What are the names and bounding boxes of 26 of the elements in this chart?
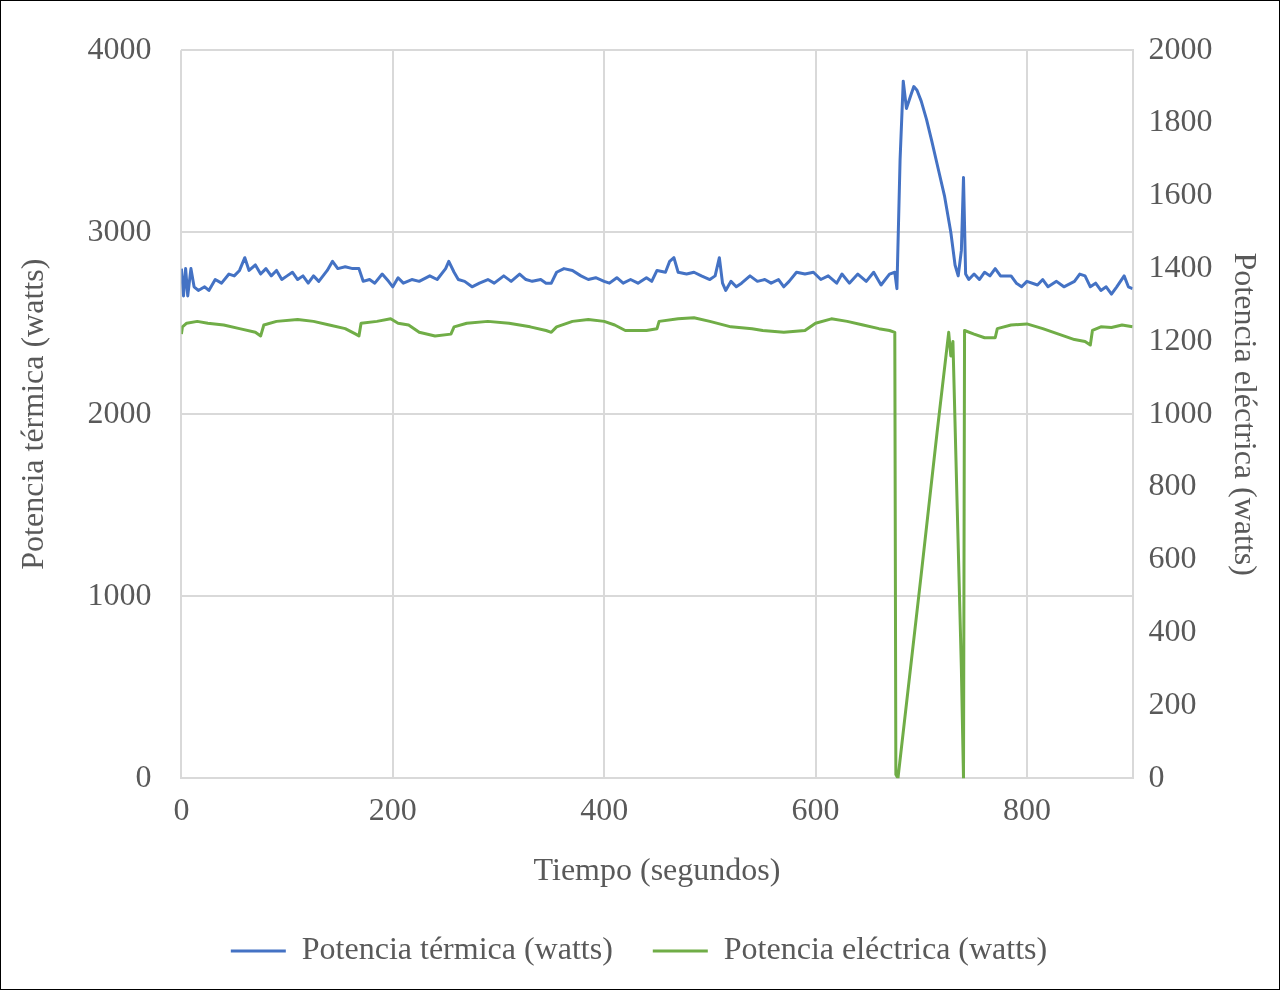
y2-tick-label: 1200 bbox=[1148, 320, 1213, 357]
y2-tick-label: 200 bbox=[1148, 684, 1197, 721]
y2-tick-label: 1600 bbox=[1148, 175, 1213, 212]
y2-tick-label: 800 bbox=[1148, 466, 1197, 503]
x-tick-label: 600 bbox=[791, 790, 840, 827]
x-tick-label: 400 bbox=[580, 790, 629, 827]
x-tick-label: 200 bbox=[368, 790, 417, 827]
legend-label: Potencia eléctrica (watts) bbox=[723, 930, 1048, 967]
y-tick-label: 0 bbox=[135, 757, 152, 794]
y2-tick-label: 600 bbox=[1148, 539, 1197, 576]
y2-tick-label: 1400 bbox=[1148, 248, 1213, 285]
y-tick-label: 2000 bbox=[87, 393, 152, 430]
y2-axis-title: Potencia eléctrica (watts) bbox=[1228, 252, 1265, 576]
y2-tick-label: 1000 bbox=[1148, 393, 1213, 430]
x-tick-label: 800 bbox=[1002, 790, 1051, 827]
y2-tick-label: 400 bbox=[1148, 612, 1197, 649]
x-axis-title: Tiempo (segundos) bbox=[533, 851, 781, 888]
y2-tick-label: 1800 bbox=[1148, 102, 1213, 139]
y2-tick-label: 2000 bbox=[1148, 29, 1213, 66]
legend-label: Potencia térmica (watts) bbox=[301, 930, 613, 967]
x-tick-label: 0 bbox=[173, 790, 190, 827]
y2-tick-label: 0 bbox=[1148, 757, 1165, 794]
y-tick-label: 3000 bbox=[87, 211, 152, 248]
y-axis-title: Potencia térmica (watts) bbox=[13, 258, 50, 570]
y-tick-label: 1000 bbox=[87, 575, 152, 612]
y-tick-label: 4000 bbox=[87, 29, 152, 66]
